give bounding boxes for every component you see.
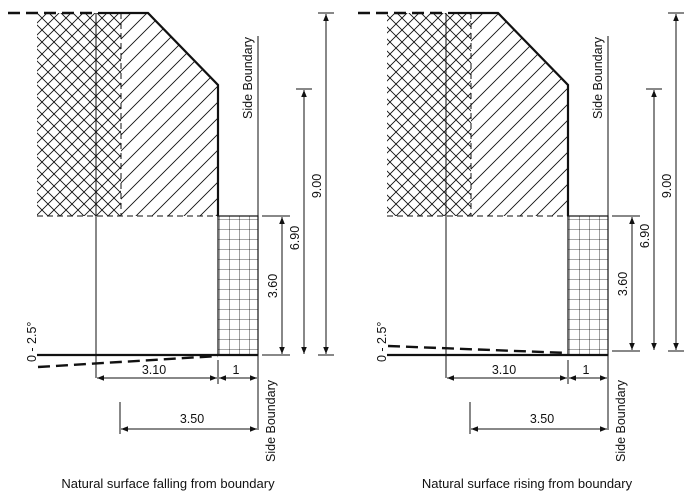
grid-hatch-zone (218, 216, 258, 355)
roof-outline (98, 11, 220, 216)
dim-total-height-label: 9.00 (310, 174, 324, 198)
side-boundary-label-top: Side Boundary (591, 36, 605, 119)
dim-width-step-label: 1 (583, 363, 590, 377)
roof-outline (448, 11, 570, 216)
diagonal-hatch-zone (121, 13, 218, 216)
dim-width-main-label: 3.10 (142, 363, 166, 377)
dim-total-height-label: 9.00 (660, 174, 674, 198)
side-boundary-label-bottom: Side Boundary (264, 379, 278, 462)
slope-label: 0 - 2.5° (375, 322, 389, 362)
dim-width-total-label: 3.50 (180, 412, 204, 426)
panel-right: 9.00 6.90 3.60 3.10 1 3.50 Side Boundary… (358, 11, 684, 491)
cross-hatch-zone (37, 13, 121, 216)
dim-lower-height-label: 3.60 (616, 272, 630, 296)
dim-width-step-label: 1 (233, 363, 240, 377)
side-boundary-label-bottom: Side Boundary (614, 379, 628, 462)
grid-hatch-zone (568, 216, 608, 355)
cross-hatch-zone (387, 13, 471, 216)
panel-left: 9.00 6.90 3.60 3.10 1 3.50 Side Boundary… (8, 11, 334, 491)
dim-upper-height-label: 6.90 (638, 224, 652, 248)
natural-surface-line (37, 354, 219, 369)
diagonal-hatch-zone (471, 13, 568, 216)
dim-upper-height-label: 6.90 (288, 226, 302, 250)
dim-width-total-label: 3.50 (530, 412, 554, 426)
side-boundary-label-top: Side Boundary (241, 36, 255, 119)
dim-lower-height-label: 3.60 (266, 274, 280, 298)
dim-width-main-label: 3.10 (492, 363, 516, 377)
slope-label: 0 - 2.5° (25, 322, 39, 362)
natural-surface-line (387, 344, 569, 355)
panel-caption: Natural surface rising from boundary (422, 476, 633, 491)
panel-caption: Natural surface falling from boundary (61, 476, 275, 491)
